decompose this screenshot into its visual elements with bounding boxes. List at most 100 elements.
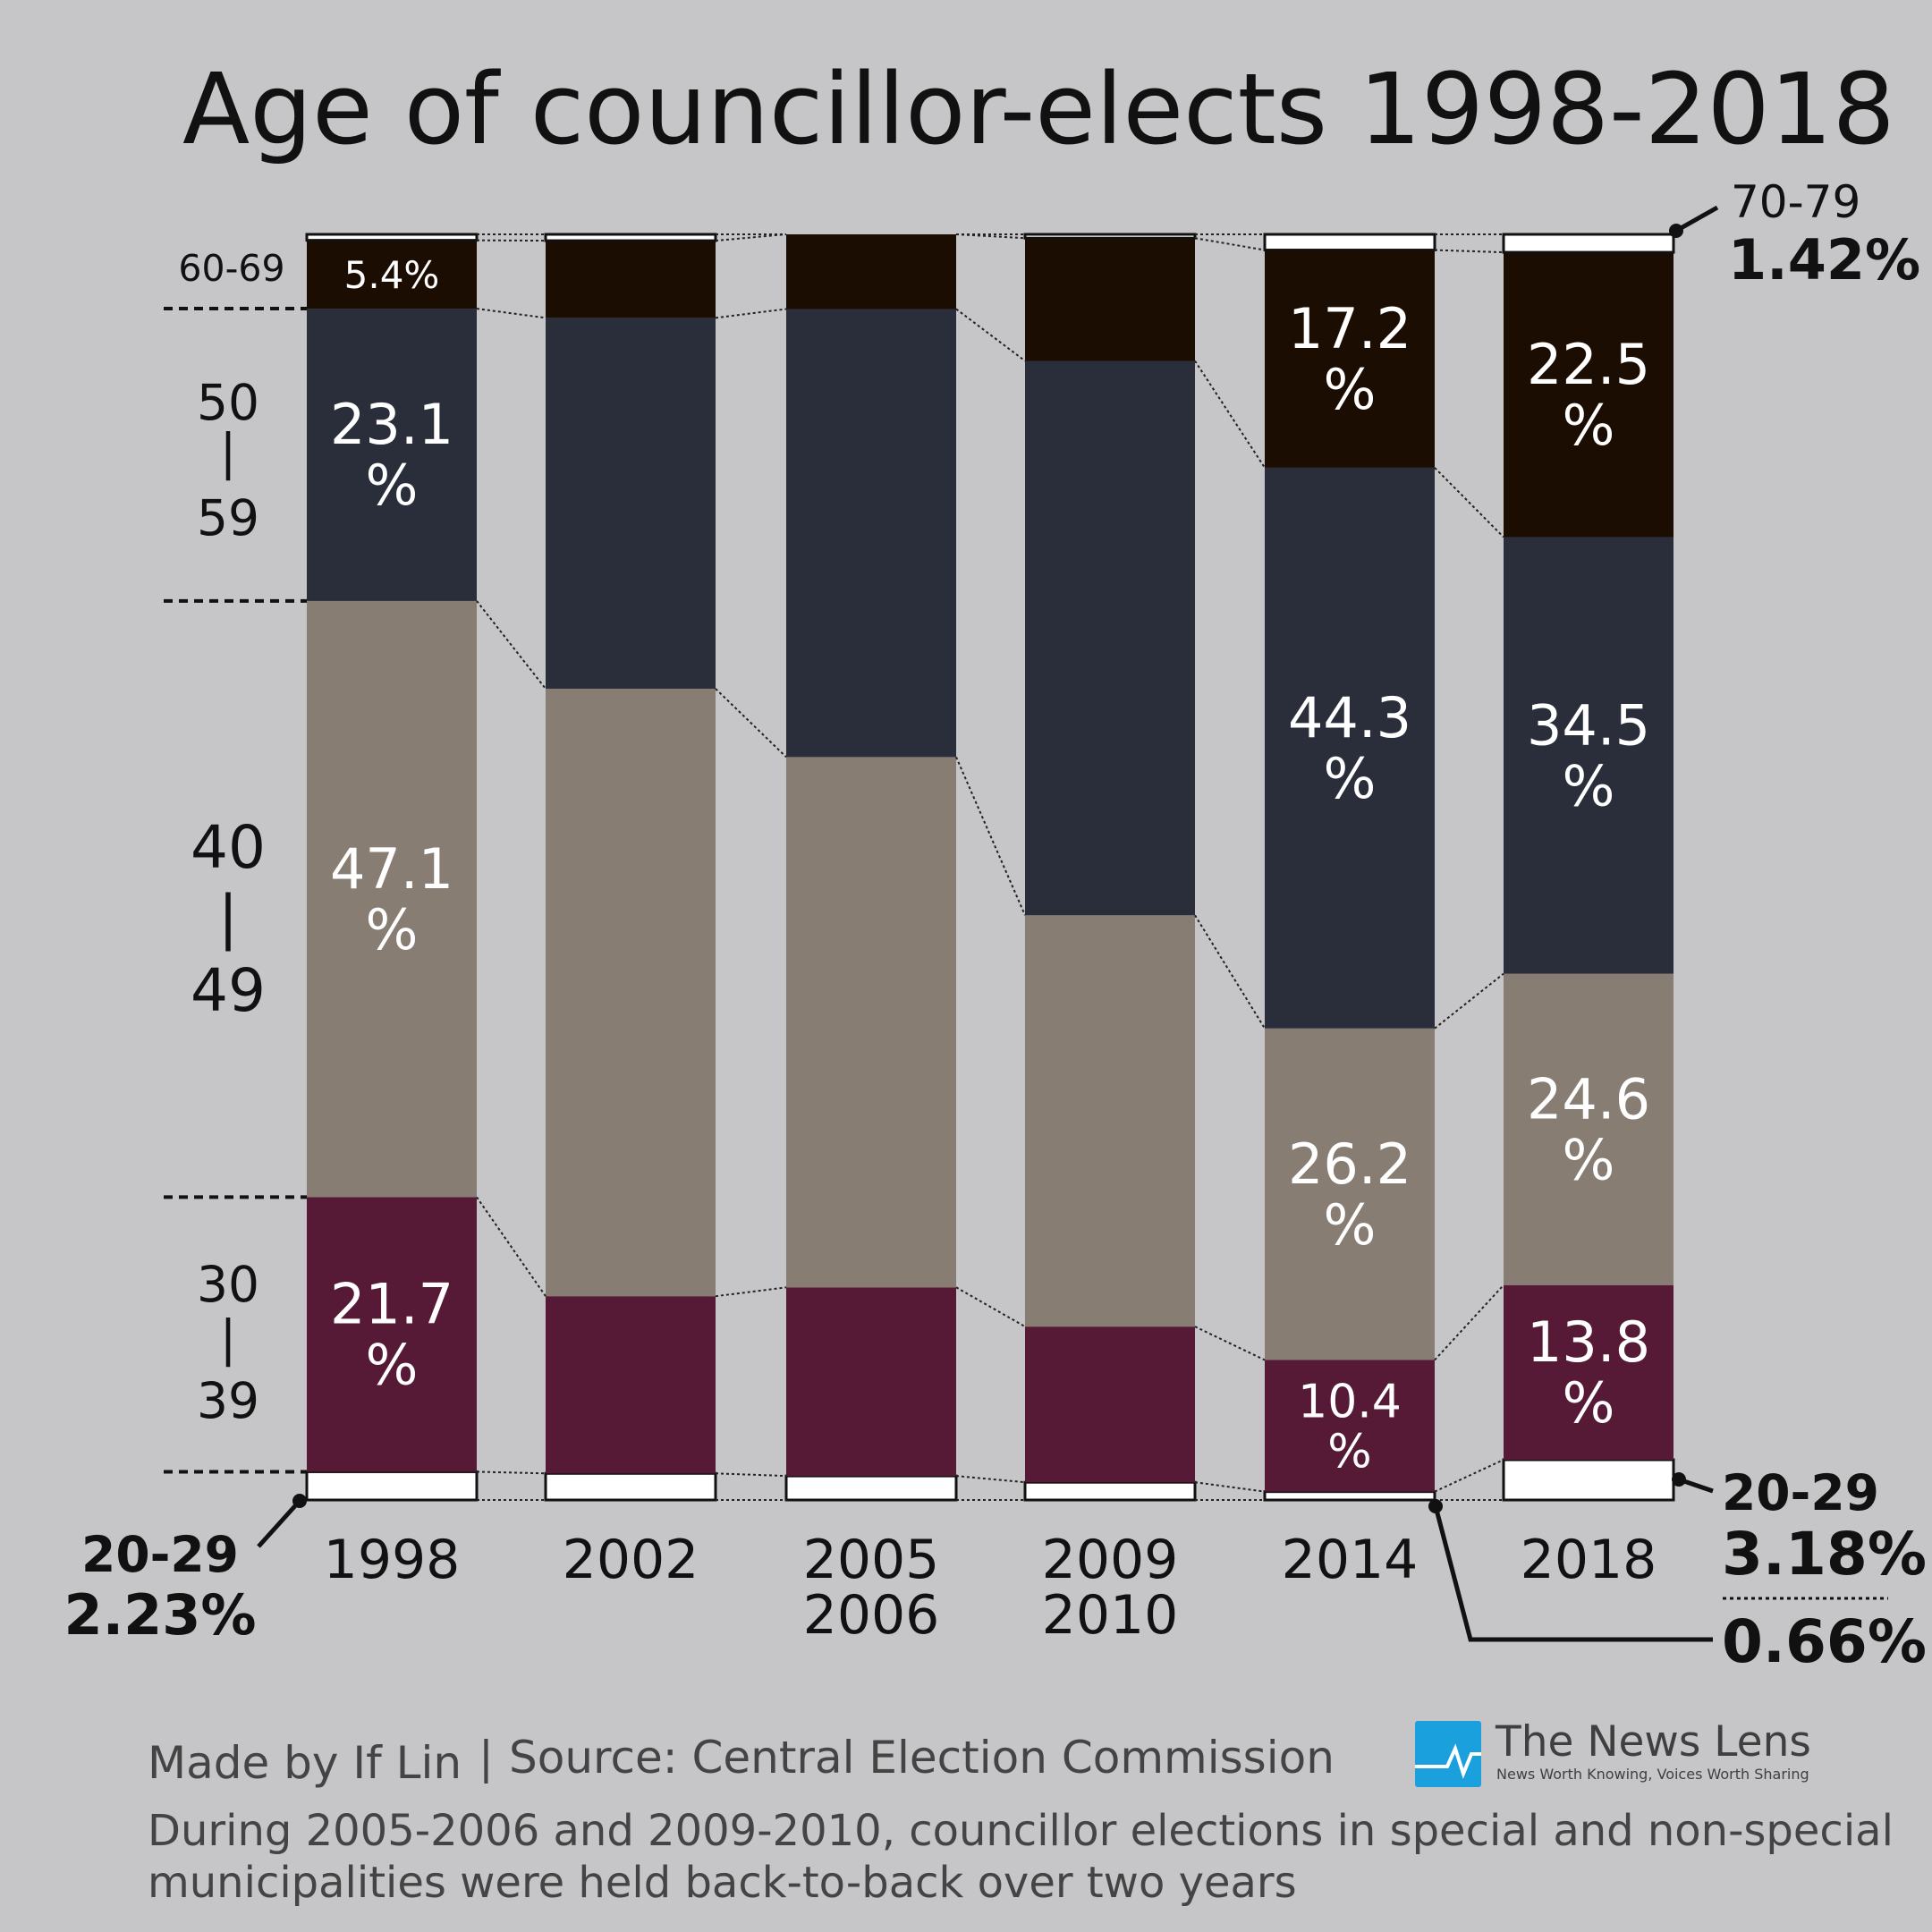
data-labels-group: 5.4%23.1%47.1%21.7%17.2%44.3%26.2%10.4%2… [330, 253, 1650, 1479]
data-label-unit: % [1563, 1370, 1615, 1436]
bar-segment-40-49 [546, 688, 716, 1297]
x-tick-label: 2006 [803, 1584, 940, 1647]
bar-segment-70-79 [305, 233, 479, 242]
leader-line [257, 1499, 301, 1548]
connector-line [476, 600, 547, 690]
annotation-20-29-value-2018: 3.18% [1722, 1520, 1927, 1589]
x-tick-label: 2018 [1521, 1529, 1657, 1591]
data-label-unit: % [1327, 1425, 1371, 1479]
chart-title: Age of councillor-elects 1998-2018 [182, 52, 1895, 166]
age-label-50: 50 [197, 374, 259, 431]
bar-segment-70-79 [1502, 233, 1675, 254]
connector-line [1434, 249, 1504, 254]
bar-segment-50-59 [546, 318, 716, 689]
bar-segment-40-49 [307, 600, 477, 1198]
data-label-unit: % [1324, 357, 1377, 422]
logo-name: The News Lens [1495, 1717, 1811, 1767]
leader-line [1678, 1477, 1714, 1494]
x-tick-label: 2014 [1282, 1529, 1419, 1591]
connector-line [955, 1475, 1026, 1484]
connector-line [715, 1472, 787, 1478]
x-tick-label: 2002 [563, 1529, 699, 1591]
bar-segment-20-29 [544, 1471, 717, 1502]
leader-line [1433, 1505, 1713, 1642]
x-tick-label: 2005 [803, 1529, 940, 1591]
x-tick-label: 1998 [324, 1529, 461, 1591]
data-label-value: 21.7 [330, 1272, 453, 1337]
data-label-value: 23.1 [330, 392, 453, 457]
data-label-unit: % [366, 453, 419, 518]
bar-segment-20-29 [1263, 1490, 1436, 1502]
x-tick-label: 2010 [1042, 1584, 1179, 1647]
bar-segment-60-69 [1025, 238, 1195, 361]
annotation-20-29-label-right: 20-29 [1722, 1464, 1879, 1521]
connectors-group [476, 233, 1504, 1501]
bar-segment-70-79 [544, 233, 717, 242]
annotation-20-29-label-left: 20-29 [81, 1526, 239, 1583]
data-label-value: 22.5 [1527, 332, 1650, 397]
data-label-unit: % [366, 1333, 419, 1398]
connector-line [1194, 237, 1266, 251]
connector-line [1434, 1459, 1504, 1493]
connector-line [955, 756, 1026, 916]
annotation-70-79-label: 70-79 [1731, 176, 1860, 228]
age-label-59: 59 [197, 489, 259, 547]
footer: Made by If Lin | Source: Central Electio… [148, 1732, 1894, 1908]
connector-line [1434, 972, 1504, 1030]
age-label-sep: | [218, 883, 238, 952]
bar-segment-50-59 [786, 309, 956, 758]
data-label-unit: % [1563, 393, 1615, 458]
data-label-value: 34.5 [1527, 692, 1650, 758]
connector-line [715, 308, 787, 319]
bar-segment-40-49 [1504, 973, 1674, 1285]
bar-segment-40-49 [1265, 1028, 1435, 1360]
age-axis: 60-69 50 | 59 40 | 49 30 | 39 [178, 247, 284, 1429]
bar-segment-30-39 [307, 1197, 477, 1472]
leader-line [1674, 205, 1719, 233]
bar-segment-60-69 [1265, 250, 1435, 468]
data-label: 5.4% [344, 253, 440, 297]
bar-segment-30-39 [786, 1287, 956, 1477]
annotation-20-29-value-2014: 0.66% [1722, 1607, 1927, 1676]
data-label-unit: % [1563, 753, 1615, 818]
bar-segment-30-39 [1025, 1326, 1195, 1483]
annotation-70-79-value: 1.42% [1728, 227, 1920, 292]
news-lens-logo: The News Lens News Worth Knowing, Voices… [1415, 1717, 1811, 1787]
bar-segment-50-59 [1025, 360, 1195, 916]
data-label-unit: % [1324, 1192, 1377, 1258]
connector-line [955, 1286, 1026, 1328]
annotation-20-29-value-left: 2.23% [64, 1582, 256, 1648]
connector-line [476, 1196, 547, 1297]
logo-tagline: News Worth Knowing, Voices Worth Sharing [1496, 1766, 1809, 1783]
connector-line [476, 308, 547, 319]
connector-line [1194, 1481, 1266, 1493]
data-label-value: 13.8 [1527, 1309, 1650, 1375]
age-label-30: 30 [197, 1256, 259, 1313]
footnote-line-1: During 2005-2006 and 2009-2010, councill… [148, 1806, 1894, 1856]
source: Source: Central Election Commission [509, 1732, 1335, 1784]
bar-segment-30-39 [1504, 1284, 1674, 1461]
bar-segment-40-49 [786, 757, 956, 1288]
connector-line [715, 1286, 787, 1298]
footnote-line-2: municipalities were held back-to-back ov… [148, 1858, 1297, 1908]
bar-segment-50-59 [1265, 467, 1435, 1029]
bar-segment-60-69 [546, 241, 716, 318]
age-label-60-69: 60-69 [178, 247, 284, 290]
age-divider-lines [164, 307, 307, 1474]
connector-line [955, 308, 1026, 362]
heartbeat-icon [1415, 1743, 1481, 1779]
bar-segment-40-49 [1025, 915, 1195, 1327]
bar-segment-50-59 [1504, 537, 1674, 974]
age-label-40: 40 [191, 813, 266, 882]
bar-segment-20-29 [305, 1470, 479, 1502]
bar-segment-70-79 [1263, 233, 1436, 252]
bar-segment-60-69 [1504, 252, 1674, 538]
connector-line [715, 233, 787, 242]
data-label-value: 44.3 [1288, 685, 1411, 750]
bar-segment-50-59 [307, 309, 477, 601]
bar-segment-20-29 [1023, 1480, 1197, 1502]
age-label-sep: | [220, 423, 237, 481]
bar-segment-30-39 [546, 1296, 716, 1474]
